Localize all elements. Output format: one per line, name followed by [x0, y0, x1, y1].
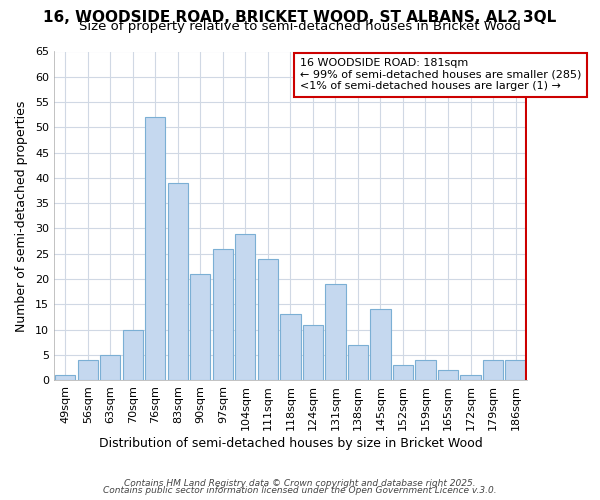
Bar [438, 370, 458, 380]
Bar [258, 259, 278, 380]
Bar [145, 117, 166, 380]
Bar [280, 314, 301, 380]
Bar [505, 360, 526, 380]
Y-axis label: Number of semi-detached properties: Number of semi-detached properties [15, 100, 28, 332]
Bar [460, 375, 481, 380]
Text: Size of property relative to semi-detached houses in Bricket Wood: Size of property relative to semi-detach… [79, 20, 521, 33]
Text: 16 WOODSIDE ROAD: 181sqm
← 99% of semi-detached houses are smaller (285)
<1% of : 16 WOODSIDE ROAD: 181sqm ← 99% of semi-d… [300, 58, 581, 92]
Bar [212, 248, 233, 380]
Bar [190, 274, 211, 380]
Bar [235, 234, 256, 380]
Bar [393, 365, 413, 380]
Bar [55, 375, 76, 380]
Bar [370, 310, 391, 380]
Bar [325, 284, 346, 380]
Bar [303, 324, 323, 380]
Text: Contains HM Land Registry data © Crown copyright and database right 2025.: Contains HM Land Registry data © Crown c… [124, 478, 476, 488]
Bar [348, 345, 368, 380]
Bar [415, 360, 436, 380]
Bar [167, 183, 188, 380]
Bar [122, 330, 143, 380]
Text: 16, WOODSIDE ROAD, BRICKET WOOD, ST ALBANS, AL2 3QL: 16, WOODSIDE ROAD, BRICKET WOOD, ST ALBA… [43, 10, 557, 25]
Bar [100, 355, 121, 380]
Bar [77, 360, 98, 380]
Bar [483, 360, 503, 380]
Text: Contains public sector information licensed under the Open Government Licence v.: Contains public sector information licen… [103, 486, 497, 495]
X-axis label: Distribution of semi-detached houses by size in Bricket Wood: Distribution of semi-detached houses by … [98, 437, 482, 450]
